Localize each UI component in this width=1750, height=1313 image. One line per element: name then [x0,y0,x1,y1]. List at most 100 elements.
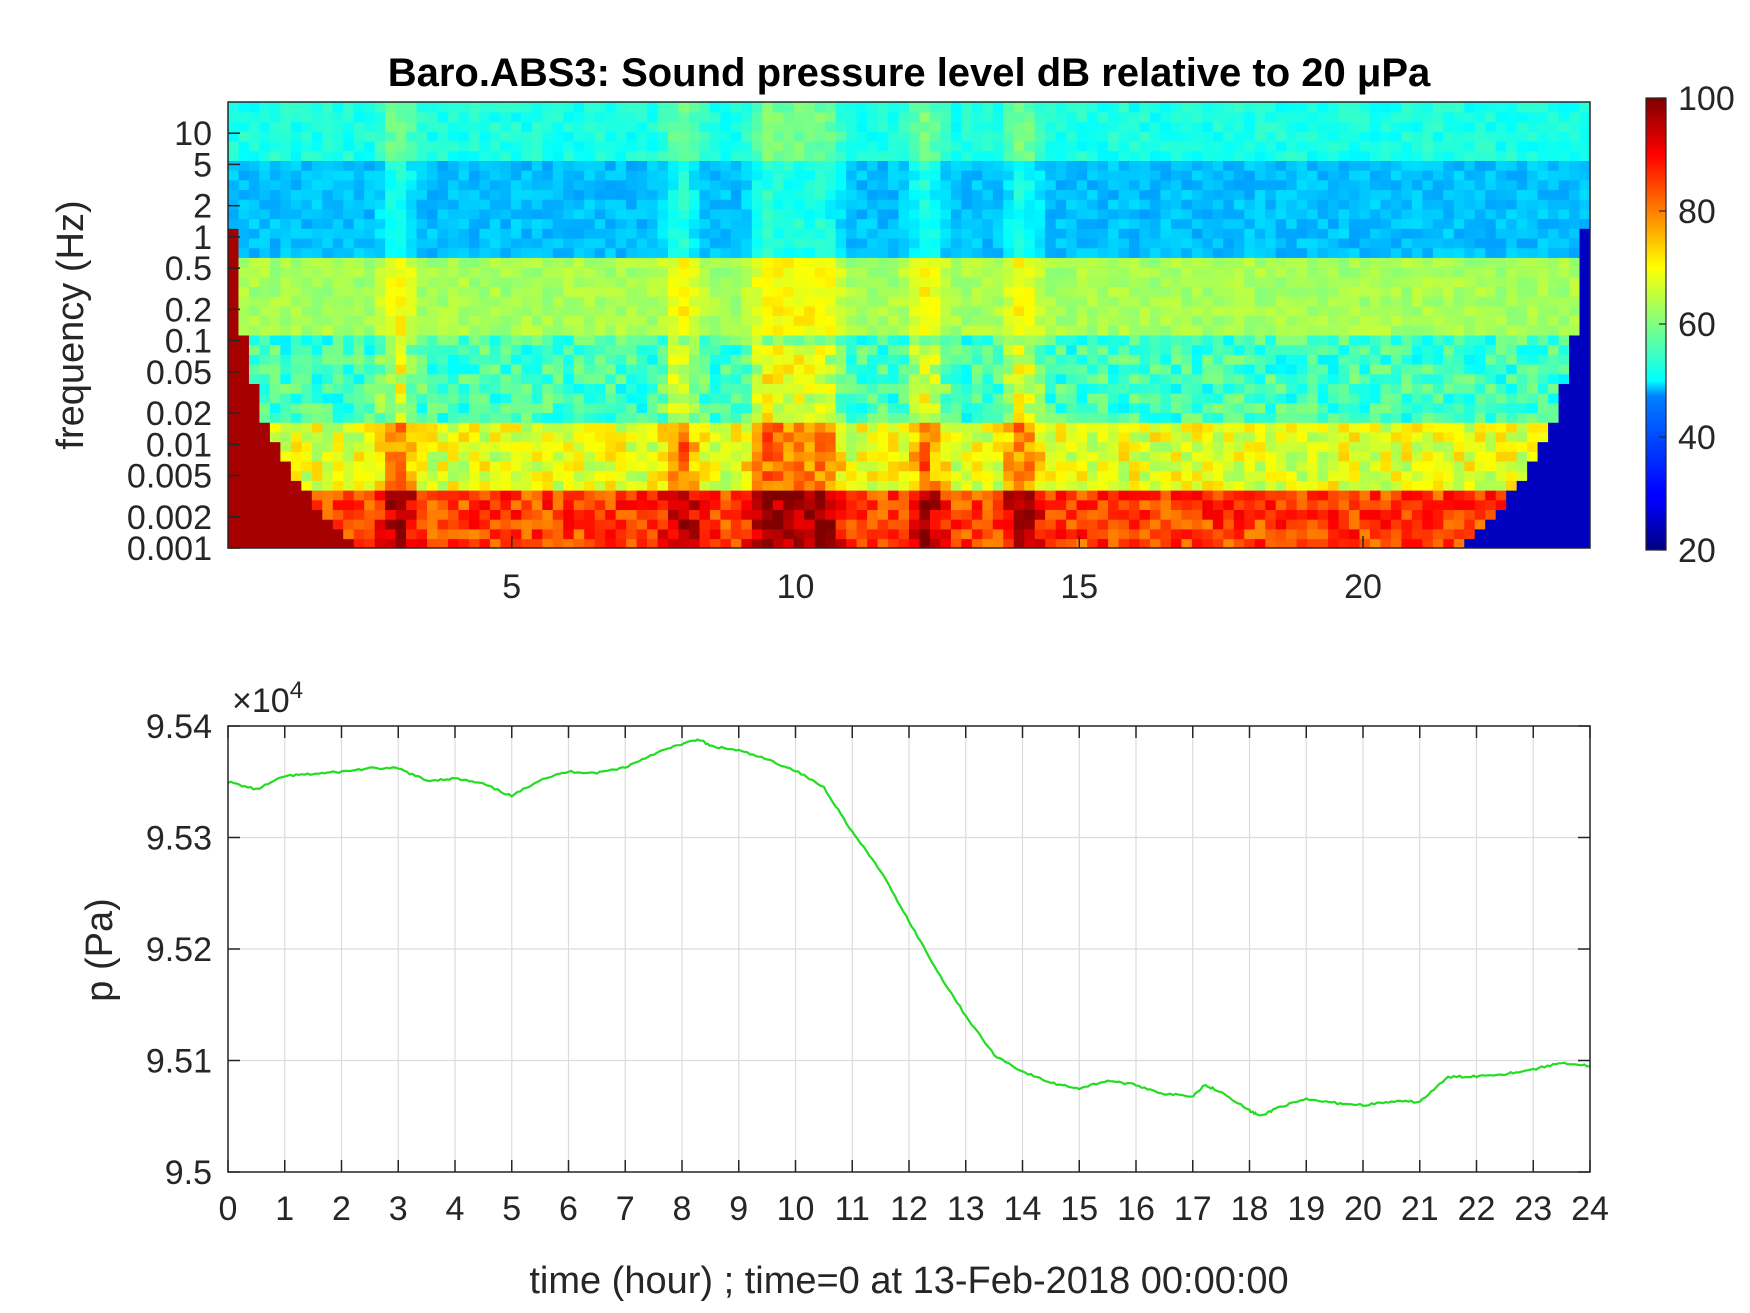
spectrogram-cell [1328,402,1340,414]
spectrogram-cell [280,431,292,443]
spectrogram-cell [741,276,753,288]
spectrogram-cell [1275,257,1287,268]
spectrogram-cell [1160,373,1172,384]
spectrogram-cell [1170,470,1183,481]
spectrogram-cell [668,179,680,191]
spectrogram-cell [1223,315,1235,326]
spectrogram-cell [280,325,292,336]
spectrogram-cell [1286,489,1298,501]
spectrogram-cell [458,257,470,268]
spectrogram-cell [1202,470,1214,481]
spectrogram-cell [657,499,669,511]
spectrogram-cell [730,111,743,123]
spectrogram-cell [448,373,460,384]
spectrogram-cell [751,325,764,336]
spectrogram-cell [668,373,680,384]
spectrogram-cell [563,499,575,511]
spectrogram-cell [793,276,806,288]
spectrogram-cell [1013,169,1026,181]
spectrogram-cell [950,305,963,317]
spectrogram-cell [1233,402,1246,414]
spectrogram-cell [1076,228,1088,239]
spectrogram-cell [1338,325,1350,336]
spectrogram-cell [1024,102,1036,113]
spectrogram-cell [1275,131,1287,142]
spectrogram-cell [804,286,816,297]
spectrogram-cell [898,538,910,548]
spectrogram-cell [877,286,889,297]
spectrogram-cell [228,218,240,229]
spectrogram-cell [322,140,334,152]
spectrogram-cell [385,160,397,171]
spectrogram-cell [448,489,460,501]
spectrogram-cell [290,111,303,123]
spectrogram-cell [1024,218,1036,229]
spectrogram-cell [982,363,994,375]
spectrogram-cell [678,451,690,462]
spectrogram-cell [626,266,638,278]
spectrogram-cell [385,354,397,365]
spectrogram-cell [919,131,931,142]
spectrogram-cell [448,131,460,142]
spectrogram-cell [343,392,355,404]
spectrogram-cell [542,257,554,268]
spectrogram-cell [1296,305,1308,317]
spectrogram-cell [1296,179,1308,191]
spectrogram-cell [804,518,816,530]
spectrogram-cell [709,315,722,326]
spectrogram-cell [563,140,575,152]
spectrogram-cell [1244,208,1256,220]
spectrogram-cell [573,257,586,268]
spectrogram-cell [730,140,743,152]
spectrogram-cell [950,344,963,355]
spectrogram-cell [322,431,334,443]
spectrogram-cell [468,315,481,326]
spectrogram-cell [1066,169,1078,181]
spectrogram-cell [1149,295,1162,307]
spectrogram-cell [699,121,711,132]
spectrogram-cell [1181,198,1193,210]
spectrogram-cell [458,189,470,200]
spectrogram-cell [510,286,523,297]
spectrogram-cell [489,334,502,346]
spectrogram-cell [1181,344,1193,355]
spectrogram-cell [343,538,355,548]
spectrogram-cell [793,218,806,229]
spectrogram-cell [751,451,764,462]
spectrogram-cell [1191,392,1204,404]
spectrogram-cell [751,499,764,511]
spectrogram-cell [1160,383,1172,394]
spectrogram-cell [1024,266,1036,278]
spectrogram-cell [1181,421,1193,433]
spectrogram-cell [563,412,575,423]
spectrogram-cell [1129,150,1141,161]
spectrogram-cell [395,102,407,113]
spectrogram-cell [647,102,659,113]
spectrogram-cell [322,421,334,433]
spectrogram-cell [1076,121,1088,132]
spectrogram-cell [269,528,282,540]
spectrogram-cell [1129,276,1141,288]
spectrogram-cell [1328,518,1340,530]
spectrogram-cell [353,237,365,249]
spectrogram-cell [1045,169,1057,181]
spectrogram-cell [542,179,554,191]
spectrogram-cell [437,480,449,491]
spectrogram-cell [971,266,984,278]
spectrogram-cell [856,276,868,288]
spectrogram-cell [458,305,470,317]
spectrogram-cell [1108,480,1120,491]
spectrogram-cell [846,286,858,297]
spectrogram-cell [458,150,470,161]
spectrogram-cell [1139,208,1151,220]
spectrogram-cell [1066,198,1078,210]
spectrogram-cell [280,509,292,520]
spectrogram-cell [1097,392,1109,404]
spectrogram-cell [615,325,627,336]
spectrogram-cell [919,470,931,481]
spectrogram-cell [500,266,512,278]
spectrogram-cell [1202,198,1214,210]
spectrogram-cell [615,344,627,355]
spectrogram-cell [940,305,952,317]
spectrogram-cell [950,489,963,501]
